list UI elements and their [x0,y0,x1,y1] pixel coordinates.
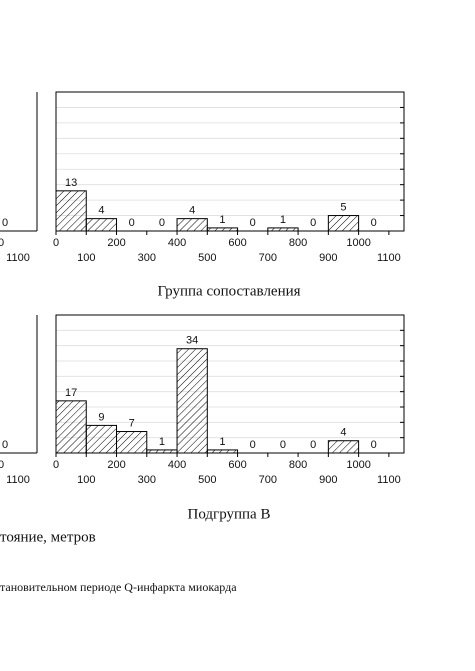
value-label: 5 [340,201,346,213]
x-tick-label: 600 [228,459,246,471]
value-label: 0 [2,217,8,229]
value-label: 4 [189,205,195,217]
x-tick-label: 1000 [346,237,370,249]
value-label: 9 [98,411,104,423]
x-tick-label: 900 [319,474,337,486]
value-label: 0 [310,217,316,229]
value-label: 0 [250,217,256,229]
figure-caption: тановительном периоде Q-инфаркта миокард… [0,580,237,594]
x-tick-label: 600 [228,237,246,249]
bar [176,348,208,454]
x-tick-label: 200 [107,459,125,471]
x-axis-label: Группа сопоставления [157,283,300,299]
value-label: 7 [129,417,135,429]
value-label: 1 [280,214,286,226]
x-tick-label: 1000 [346,459,370,471]
x-tick-label: 200 [107,237,125,249]
value-label: 34 [186,335,198,347]
bar [85,218,118,232]
value-label: 4 [340,427,346,439]
x-tick-label: 400 [168,459,186,471]
plot-frame [55,91,405,232]
bar [116,431,148,454]
axis-caption: тояние, метров [0,529,96,545]
x-tick-label: 1100 [377,474,401,486]
x-tick-label: 0 [53,459,59,471]
value-label: 0 [129,217,135,229]
x-tick-label: 400 [168,237,186,249]
value-label: 1 [219,436,225,448]
value-label: 13 [65,177,77,189]
x-tick-label: 300 [138,252,156,264]
bar [206,227,239,232]
x-tick-label: 500 [198,252,216,264]
x-tick-label: 500 [198,474,216,486]
x-tick-label: 300 [138,474,156,486]
x-tick-label: 0 [53,237,59,249]
x-tick-label: 800 [289,237,307,249]
x-tick-label: 0 [0,237,4,249]
bar [206,449,239,454]
x-tick-label: 1100 [6,252,30,264]
value-label: 17 [65,387,77,399]
value-label: 0 [371,439,377,451]
x-tick-label: 700 [259,252,277,264]
value-label: 0 [280,439,286,451]
bar [146,449,178,454]
bar [85,424,118,454]
x-tick-label: 1100 [377,252,401,264]
bar [55,400,87,454]
bar [327,215,360,232]
bar [55,190,87,232]
value-label: 0 [250,439,256,451]
x-axis-label: Подгруппа В [188,506,271,522]
x-tick-label: 0 [0,459,4,471]
x-tick-label: 100 [77,252,95,264]
x-tick-label: 100 [77,474,95,486]
bar [327,440,360,454]
value-label: 0 [371,217,377,229]
value-label: 4 [98,205,104,217]
x-tick-label: 800 [289,459,307,471]
bar [267,227,299,232]
value-label: 1 [159,436,165,448]
x-tick-label: 1100 [6,474,30,486]
bar [176,218,208,232]
value-label: 0 [2,439,8,451]
value-label: 1 [219,214,225,226]
value-label: 0 [310,439,316,451]
value-label: 0 [159,217,165,229]
x-tick-label: 700 [259,474,277,486]
x-tick-label: 900 [319,252,337,264]
